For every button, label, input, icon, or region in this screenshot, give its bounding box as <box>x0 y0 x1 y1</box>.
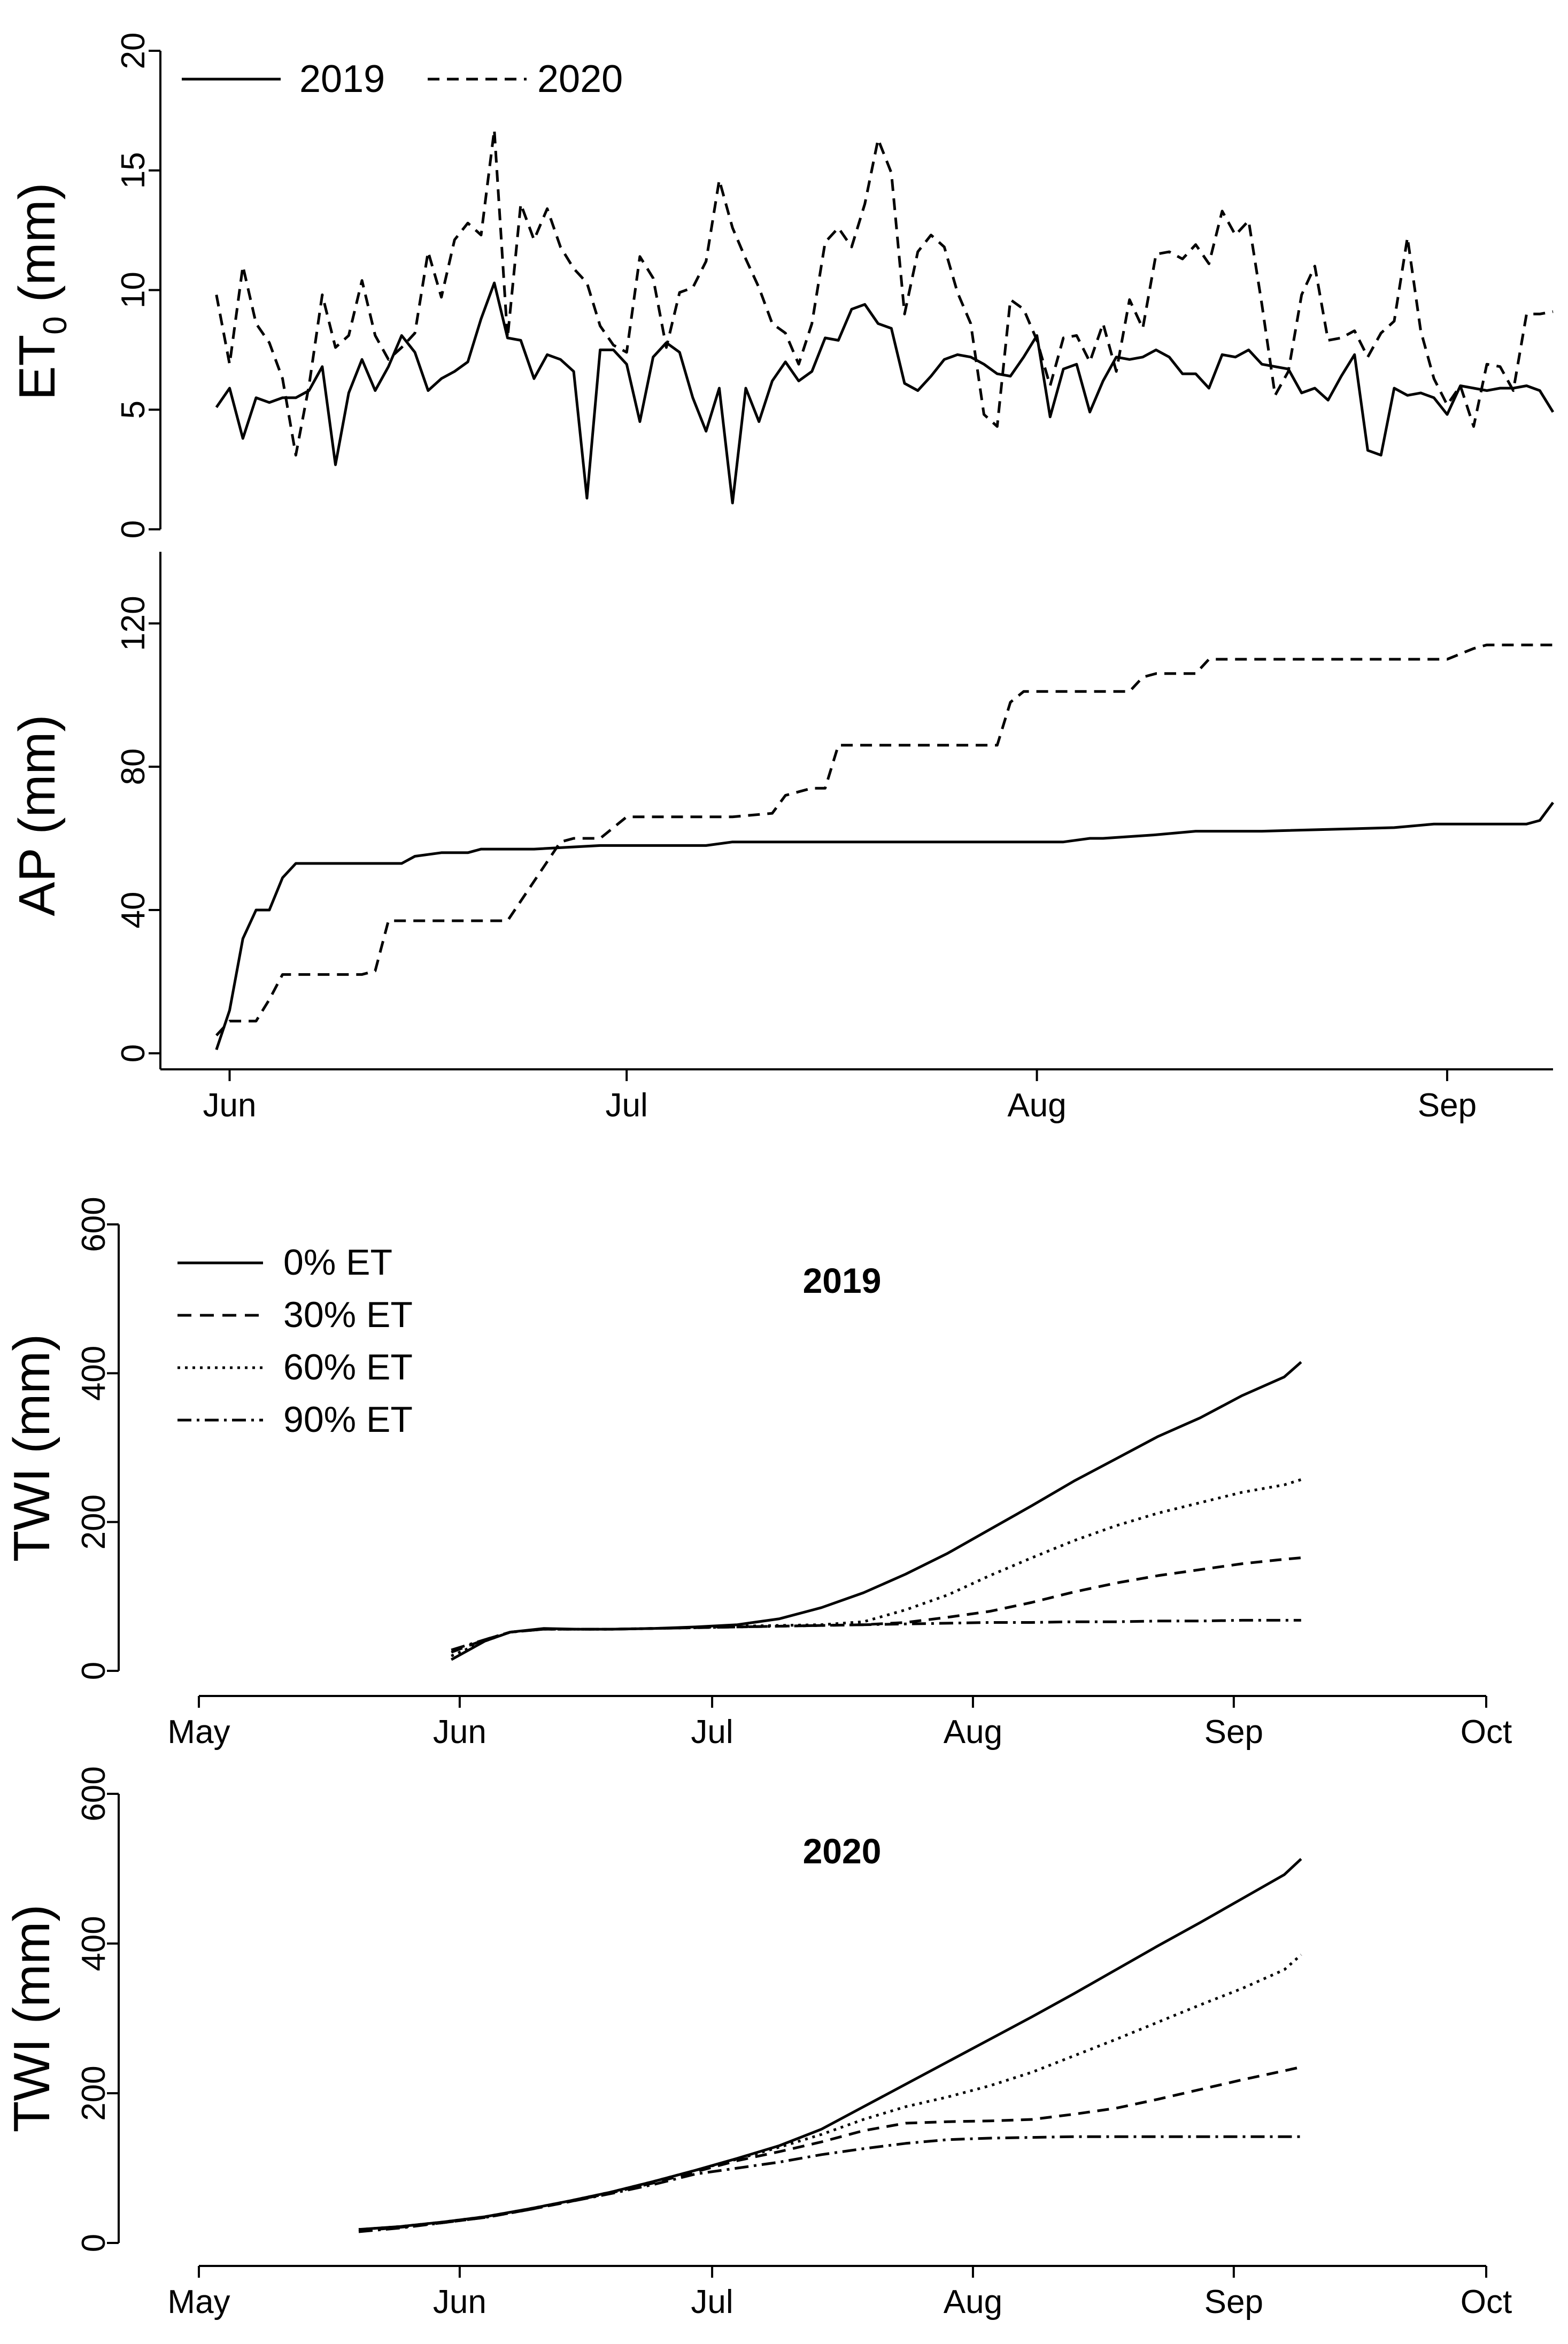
twi-2019-y-axis-title: TWI (mm) <box>3 1334 60 1562</box>
twi2019-y-tick-label: 200 <box>75 1494 112 1549</box>
ap-y-tick-label: 120 <box>115 596 152 651</box>
legend-60-et-label: 60% ET <box>283 1347 413 1387</box>
twi2019-y-tick-label: 600 <box>75 1197 112 1252</box>
legend-30-et-label: 30% ET <box>283 1294 413 1335</box>
et0-series-2020-line <box>215 128 1554 457</box>
ap-x-tick-label: Jun <box>203 1087 257 1124</box>
twi2019-y-tick-label: 400 <box>75 1346 112 1401</box>
twi-2020-y-axis-title: TWI (mm) <box>3 1904 60 2132</box>
twi2019-x-tick-label: Jun <box>433 1714 486 1751</box>
twi2020-x-tick-label: Aug <box>944 2284 1002 2320</box>
et0-y-ticks: 0 5 10 15 20 <box>115 33 160 538</box>
twi2020-series-60-et-line <box>358 1954 1302 2231</box>
twi-legend: 0% ET 30% ET 60% ET 90% ET <box>177 1242 413 1440</box>
twi-2020-title: 2020 <box>803 1831 882 1871</box>
twi-2019-title: 2019 <box>803 1261 882 1300</box>
twi2019-x-tick-label: May <box>167 1714 230 1751</box>
twi2019-x-tick-label: Jul <box>691 1714 733 1751</box>
twi-2019-series <box>450 1361 1302 1661</box>
twi2020-series-0-et-line <box>358 1857 1302 2231</box>
twi-2020-x-ticks: May Jun Jul Aug Sep Oct <box>167 2266 1512 2320</box>
et0-y-tick-label: 0 <box>115 520 152 538</box>
twi2019-x-tick-label: Oct <box>1461 1714 1512 1751</box>
twi2020-y-tick-label: 600 <box>75 1766 112 1821</box>
ap-x-tick-label: Aug <box>1007 1087 1066 1124</box>
legend-90-et-label: 90% ET <box>283 1399 413 1440</box>
ap-y-tick-label: 0 <box>115 1044 152 1062</box>
twi2019-series-30-et-line <box>451 1556 1302 1654</box>
et0-y-tick-label: 10 <box>115 272 152 309</box>
twi2020-x-tick-label: Jun <box>433 2284 486 2320</box>
et0-y-tick-label: 15 <box>115 152 152 189</box>
twi2020-x-tick-label: Sep <box>1204 2284 1263 2320</box>
twi2019-y-tick-label: 0 <box>75 1662 112 1680</box>
et0-legend: 2019 2020 <box>182 58 623 101</box>
twi-2020-y-ticks: 0 200 400 600 <box>75 1766 119 2252</box>
twi2020-x-tick-label: May <box>167 2284 230 2320</box>
ap-y-tick-label: 40 <box>115 892 152 929</box>
ap-series-2019-line <box>215 801 1555 1051</box>
twi2020-y-tick-label: 0 <box>75 2234 112 2252</box>
ap-x-tick-label: Sep <box>1418 1087 1477 1124</box>
twi2020-x-tick-label: Oct <box>1461 2284 1512 2320</box>
twi-2019-panel: 0 200 400 600 May Jun Jul Aug Sep Oct TWI (mm) 2… <box>3 1197 1512 1751</box>
twi-2020-series <box>358 1857 1302 2233</box>
twi-2019-y-ticks: 0 200 400 600 <box>75 1197 119 1680</box>
twi2019-series-0-et-line <box>450 1361 1302 1661</box>
twi2019-x-tick-label: Sep <box>1204 1714 1263 1751</box>
et0-y-tick-label: 5 <box>115 400 152 419</box>
ap-x-tick-label: Jul <box>606 1087 648 1124</box>
et0-series <box>215 128 1555 505</box>
legend-0-et-label: 0% ET <box>283 1242 392 1283</box>
twi2020-y-tick-label: 400 <box>75 1916 112 1971</box>
ap-series-2020-line <box>215 643 1553 1037</box>
twi-2020-panel: 0 200 400 600 May Jun Jul Aug Sep Oct TWI (mm) 2… <box>3 1766 1512 2320</box>
twi-2019-x-ticks: May Jun Jul Aug Sep Oct <box>167 1696 1512 1751</box>
et0-panel: 0 5 10 15 20 ET0(mm) 2019 2020 <box>9 33 1555 538</box>
twi2020-series-90-et-line <box>358 2135 1301 2233</box>
twi2020-y-tick-label: 200 <box>75 2065 112 2121</box>
legend-2020-label: 2020 <box>537 58 623 101</box>
legend-2019-label: 2019 <box>299 58 385 101</box>
et0-y-axis-title: ET0(mm) <box>9 182 74 400</box>
twi2019-series-90-et-line <box>451 1618 1301 1652</box>
ap-x-ticks: Jun Jul Aug Sep <box>203 1069 1477 1124</box>
twi2020-series-30-et-line <box>358 2065 1302 2233</box>
et0-series-2019-line <box>215 281 1555 505</box>
twi2020-x-tick-label: Jul <box>691 2284 733 2320</box>
et0-y-tick-label: 20 <box>115 33 152 70</box>
ap-y-ticks: 0 40 80 120 <box>115 596 160 1062</box>
twi2019-x-tick-label: Aug <box>944 1714 1002 1751</box>
ap-y-axis-title: AP (mm) <box>9 715 66 916</box>
ap-y-tick-label: 80 <box>115 749 152 785</box>
ap-series <box>215 643 1555 1051</box>
ap-panel: 0 40 80 120 Jun Jul Aug Sep AP (mm) <box>9 552 1555 1124</box>
